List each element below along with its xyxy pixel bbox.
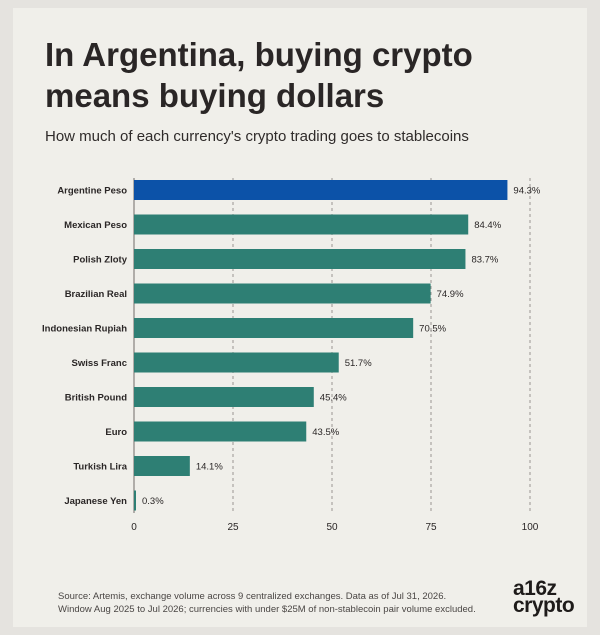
x-tick-label: 0 [131,522,137,533]
logo-line-2: crypto [513,594,575,617]
value-label: 43.5% [312,427,339,438]
bar-chart: 0 25 50 75 100 Argentine Peso 94.3% Mexican Pes… [42,178,541,533]
category-label: Argentine Peso [57,186,127,197]
source-line-2: Window Aug 2025 to Jul 2026; currencies … [58,603,476,615]
bar [134,490,136,511]
source-line-1: Source: Artemis, exchange volume across … [58,591,447,602]
x-tick-label: 75 [425,522,437,533]
value-label: 70.5% [419,324,446,335]
x-tick-label: 25 [227,522,239,533]
category-label: British Pound [65,393,127,404]
bar [134,249,466,269]
source-note: Source: Artemis, exchange volume across … [58,591,488,616]
bar [134,352,339,373]
bar [134,387,314,407]
value-label: 45.4% [320,393,347,404]
category-label: Euro [105,427,127,438]
x-tick-label: 50 [326,522,338,533]
category-label: Swiss Franc [72,358,127,369]
x-tick-label: 100 [522,522,539,533]
bar [134,421,307,442]
value-label: 14.1% [196,462,223,473]
logo-line-1: a16z [513,577,557,600]
a16z-crypto-logo: a16z crypto [513,577,575,617]
category-label: Mexican Peso [64,220,127,231]
category-label: Brazilian Real [65,289,127,300]
bar [134,283,431,304]
bar [134,456,190,476]
chart-card: In Argentina, buying crypto means buying… [13,8,587,627]
value-label: 94.3% [513,186,540,197]
value-label: 83.7% [471,255,498,266]
bar [134,214,469,235]
category-label: Turkish Lira [73,462,127,473]
value-label: 51.7% [345,358,372,369]
bar [134,180,508,200]
category-label: Japanese Yen [64,496,127,507]
value-label: 74.9% [437,289,464,300]
bar [134,318,414,338]
value-label: 84.4% [474,220,501,231]
chart-subtitle: How much of each currency's crypto tradi… [45,128,469,145]
category-label: Indonesian Rupiah [42,324,127,335]
value-label: 0.3% [142,496,164,507]
category-label: Polish Zloty [73,255,128,266]
chart-title: In Argentina, buying crypto means buying… [45,36,473,114]
